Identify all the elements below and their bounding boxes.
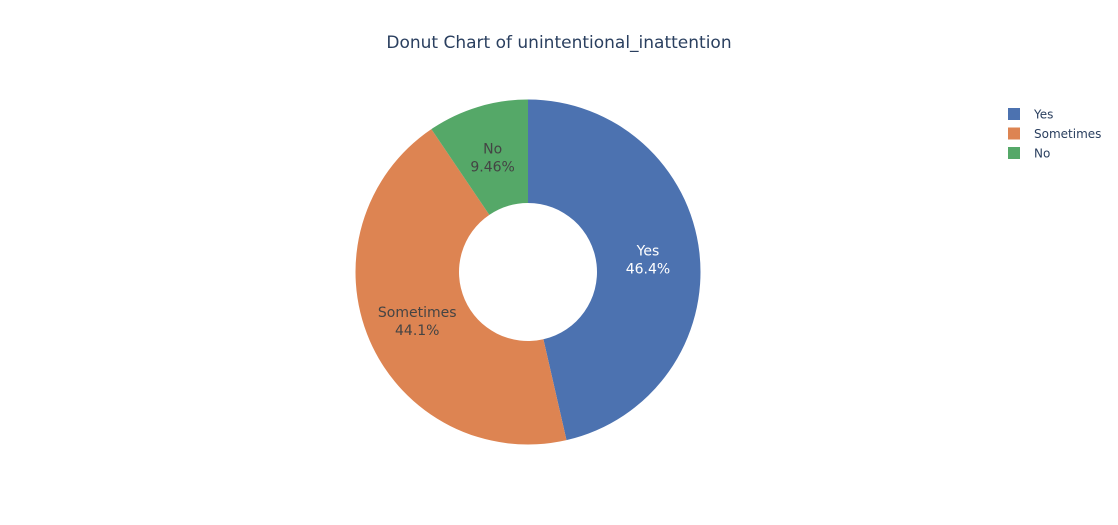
slice-value-sometimes: 44.1% <box>395 323 439 339</box>
legend-label-yes: Yes <box>1033 108 1053 122</box>
legend-item-no[interactable]: No <box>1008 147 1050 161</box>
legend-swatch-sometimes <box>1008 127 1020 140</box>
slice-labels-layer: Yes 46.4% Sometimes 44.1% No 9.46% <box>378 142 670 340</box>
slice-label-yes: Yes <box>636 243 660 259</box>
slice-value-yes: 46.4% <box>626 261 670 277</box>
legend-label-sometimes: Sometimes <box>1034 127 1101 141</box>
chart-title: Donut Chart of unintentional_inattention <box>386 33 732 53</box>
slices-layer <box>355 99 701 445</box>
legend-swatch-yes <box>1008 108 1020 120</box>
donut-slice-yes[interactable] <box>528 99 701 441</box>
legend: Yes Sometimes No <box>1008 108 1101 161</box>
slice-value-no: 9.46% <box>470 160 514 176</box>
legend-item-sometimes[interactable]: Sometimes <box>1008 127 1101 141</box>
legend-swatch-no <box>1008 147 1020 159</box>
donut-slice-sometimes[interactable] <box>355 129 567 445</box>
slice-label-sometimes: Sometimes <box>378 305 457 321</box>
legend-label-no: No <box>1034 147 1050 161</box>
donut-slice-no[interactable] <box>431 99 528 215</box>
legend-item-yes[interactable]: Yes <box>1008 108 1053 122</box>
slice-label-no: No <box>483 142 502 158</box>
